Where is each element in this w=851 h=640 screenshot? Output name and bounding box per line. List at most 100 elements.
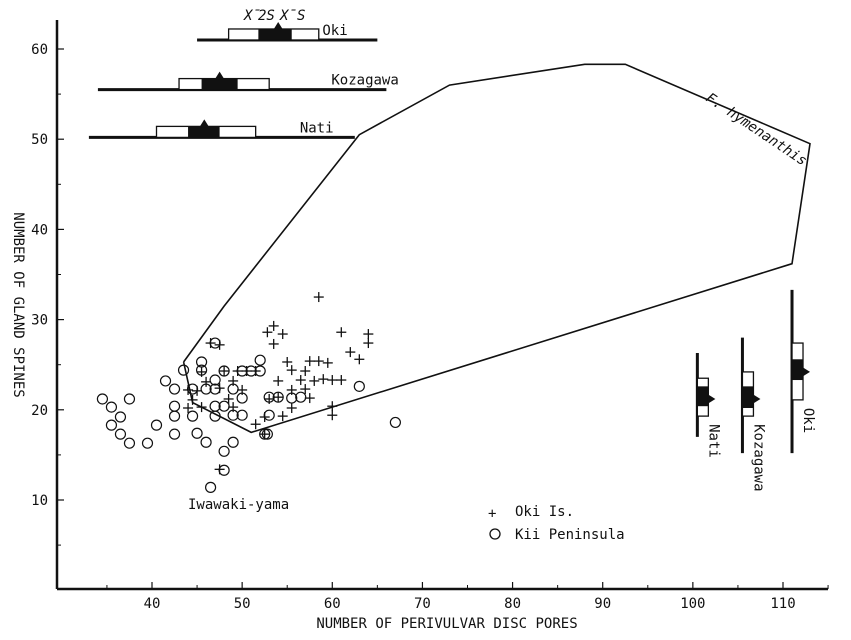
summary-key: X̄ 2S X̄ S: [243, 8, 305, 24]
kii-point: [353, 380, 365, 392]
legend-plus-marker: +: [488, 506, 496, 522]
oki-point: [277, 329, 288, 340]
kii-point: [209, 337, 221, 349]
oki-point: [268, 320, 279, 331]
kii-point: [254, 365, 266, 377]
kii-point: [105, 401, 118, 413]
legend-circle-marker: [489, 528, 501, 540]
oki-point: [313, 356, 324, 367]
x-tick-label: 50: [234, 596, 251, 612]
kii-point: [263, 391, 275, 403]
hymenanthis-range-polygon: [182, 63, 811, 434]
key-s: S: [297, 8, 305, 24]
kii-point: [204, 481, 217, 493]
oki-point: [277, 411, 288, 422]
kii-point: [261, 428, 273, 440]
kii-point: [218, 464, 230, 476]
y-summary-oki: Oki: [790, 289, 816, 454]
oki-point: [273, 375, 284, 386]
kii-point: [200, 383, 212, 395]
x-summary-mean-marker: [214, 71, 225, 80]
oki-point: [259, 429, 270, 440]
x-tick-label: 100: [680, 596, 705, 612]
x-tick-label: 110: [770, 596, 795, 612]
kii-point: [105, 419, 118, 431]
oki-point: [268, 338, 279, 349]
oki-point: [336, 327, 347, 338]
y-tick-label: 10: [31, 493, 48, 509]
oki-point: [363, 338, 374, 349]
oki-point: [262, 327, 273, 338]
kii-point: [286, 392, 298, 404]
legend-label-kii: Kii Peninsula: [515, 527, 625, 543]
oki-point: [286, 365, 297, 376]
x-tick-label: 40: [144, 596, 161, 612]
kii-point: [200, 436, 212, 448]
y-summary-label: Kozagawa: [750, 424, 766, 491]
oki-point: [183, 402, 194, 413]
key-2s: 2S: [258, 8, 275, 24]
y-summary-s-box: [697, 386, 709, 407]
kii-point: [272, 391, 284, 403]
kii-point: [114, 428, 127, 440]
oki-point: [187, 394, 198, 405]
y-summary-mean-marker: [707, 393, 716, 404]
kii-point: [114, 411, 127, 423]
oki-point: [363, 329, 374, 340]
kii-point: [227, 409, 239, 421]
legend-label-oki: Oki Is.: [515, 504, 574, 520]
summary-layer: Oki Kozagawa Nati Nati Kozagawa Oki: [88, 21, 816, 492]
x-tick-label: 70: [414, 596, 431, 612]
oki-point: [286, 402, 297, 413]
x-summary-s-box: [201, 78, 238, 90]
oki-point: [327, 375, 338, 386]
y-summary-kozagawa: Kozagawa: [740, 337, 766, 492]
kii-point: [168, 383, 181, 395]
kii-point: [218, 365, 230, 377]
x-summary-label: Kozagawa: [331, 73, 398, 89]
y-summary-label: Nati: [705, 424, 721, 458]
kii-point: [254, 354, 266, 366]
axes: [55, 20, 828, 591]
y-summary-mean-marker: [752, 393, 761, 404]
kii-point: [96, 393, 109, 405]
x-summary-nati: Nati: [88, 119, 355, 139]
kii-point: [186, 383, 199, 395]
x-summary-kozagawa: Kozagawa: [97, 71, 399, 92]
kii-point: [186, 410, 199, 422]
kii-point: [209, 374, 221, 386]
kii-point: [168, 410, 181, 422]
y-tick-label: 60: [31, 42, 48, 58]
oki-point: [336, 375, 347, 386]
oki-point: [313, 292, 324, 303]
y-tick-label: 50: [31, 132, 48, 148]
kii-point: [236, 392, 248, 404]
kii-point: [159, 375, 172, 387]
kii-point: [236, 365, 248, 377]
y-summary-nati: Nati: [695, 352, 721, 458]
oki-point: [318, 374, 329, 385]
tick-layer: 40 50 60 70 80 90 100 110 10 20 30 40 50 60: [31, 42, 829, 612]
legend: + Oki Is. Kii Peninsula: [488, 504, 625, 543]
key-mean-1: X̄: [243, 8, 261, 24]
oki-point: [282, 356, 293, 367]
kii-point: [259, 428, 271, 440]
kii-point: [123, 437, 136, 449]
y-axis-label: NUMBER OF GLAND SPINES: [10, 212, 26, 397]
oki-point: [250, 419, 261, 430]
polygon-layer: [182, 63, 811, 434]
x-tick-label: 90: [594, 596, 611, 612]
kii-point: [295, 391, 307, 403]
y-summary-s-box: [792, 359, 804, 381]
x-summary-mean-marker: [199, 119, 210, 128]
y-summary-label: Oki: [800, 408, 816, 433]
kii-point: [227, 383, 239, 395]
x-summary-s-box: [258, 28, 292, 40]
y-tick-label: 30: [31, 313, 48, 329]
kii-point: [177, 364, 190, 376]
kii-point: [195, 356, 208, 368]
polygon-label: F. hymenanthis: [703, 90, 810, 169]
x-summary-s-box: [188, 126, 220, 138]
kii-point: [218, 400, 230, 412]
oki-point: [354, 354, 365, 365]
